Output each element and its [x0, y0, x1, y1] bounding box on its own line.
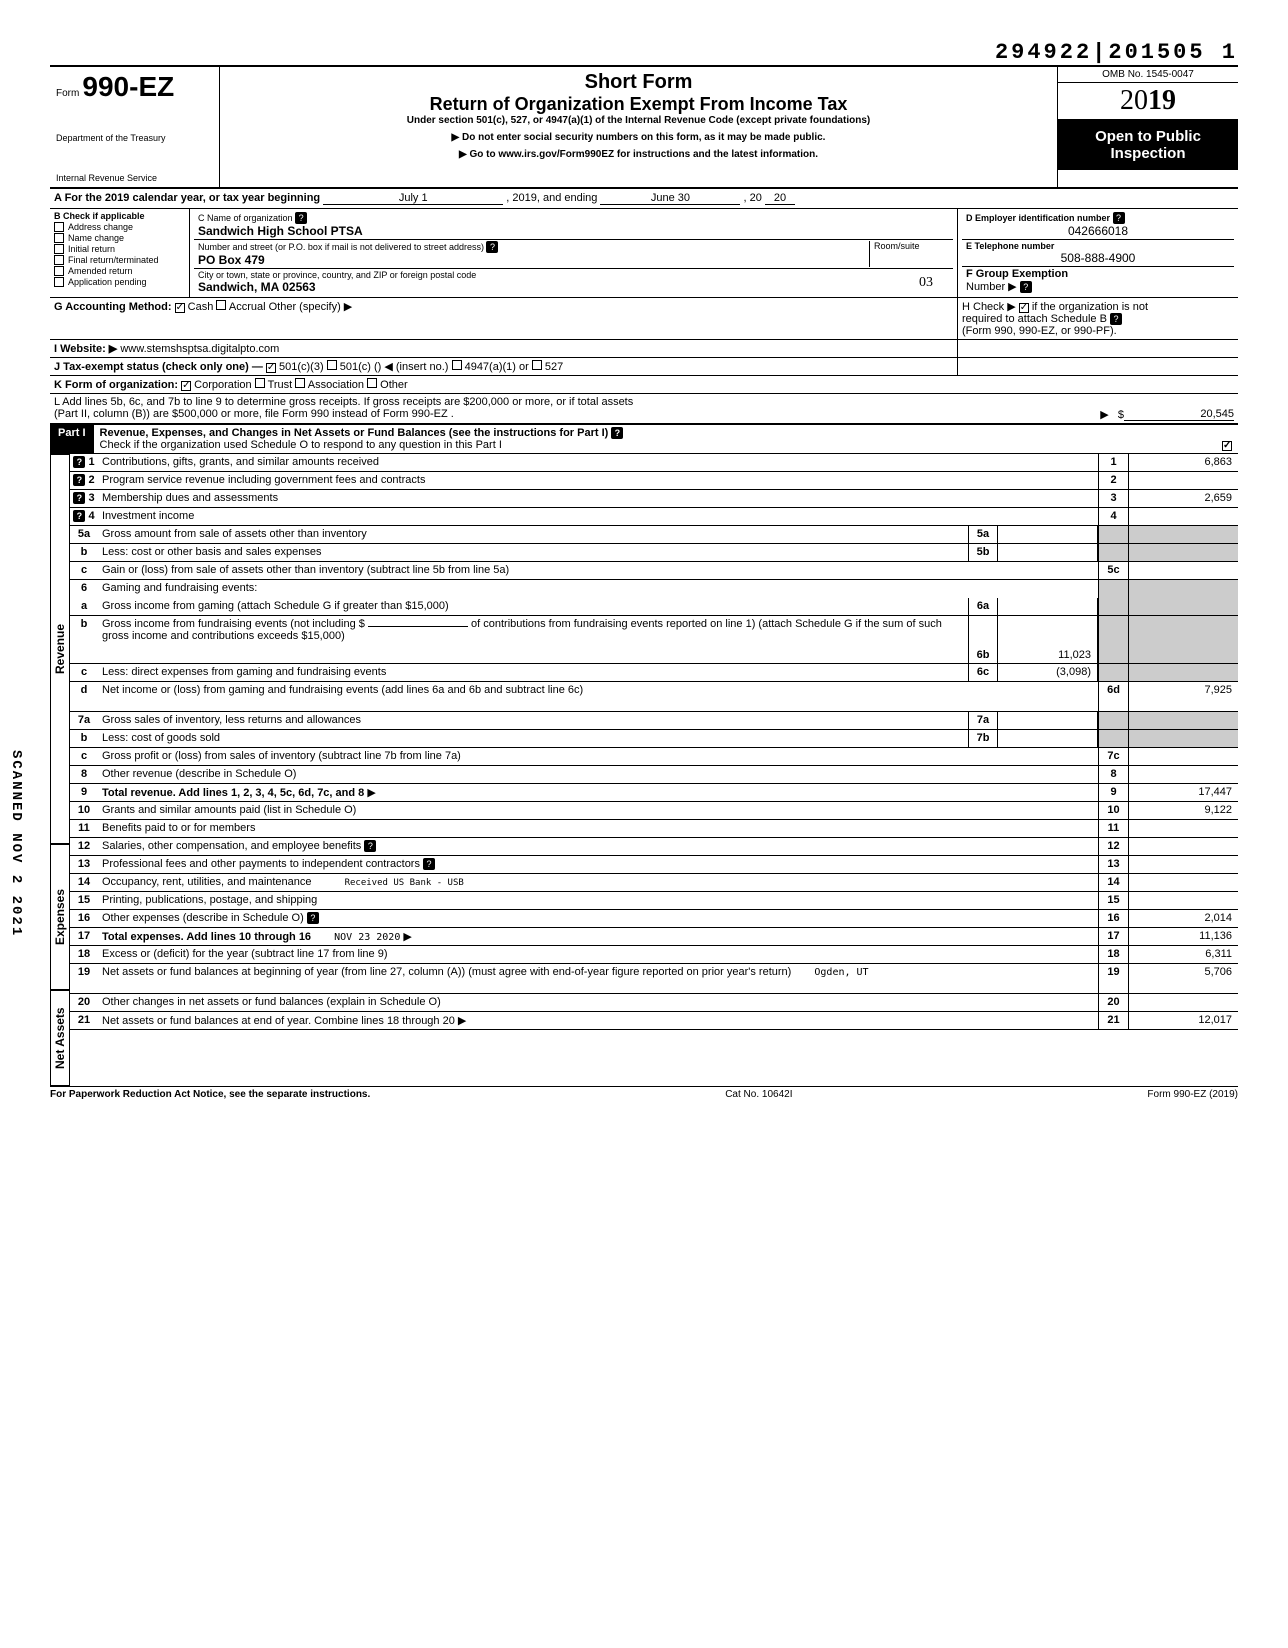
section-c: C Name of organization ? Sandwich High S… [190, 209, 958, 297]
check-final-return[interactable] [54, 255, 64, 265]
line-1-amt: 6,863 [1128, 454, 1238, 471]
tab-expenses: Expenses [50, 844, 70, 990]
line-16-amt: 2,014 [1128, 910, 1238, 927]
help-icon: ? [486, 241, 498, 253]
help-icon: ? [295, 212, 307, 224]
short-form-label: Short Form [228, 71, 1049, 94]
check-trust[interactable] [255, 378, 265, 388]
omb-number: OMB No. 1545-0047 [1058, 67, 1238, 83]
section-g: G Accounting Method: Cash Accrual Other … [50, 298, 958, 339]
line-21-amt: 12,017 [1128, 1012, 1238, 1029]
form-number: 990-EZ [82, 71, 174, 102]
page-footer: For Paperwork Reduction Act Notice, see … [50, 1086, 1238, 1100]
section-h: H Check ▶ if the organization is not req… [958, 298, 1238, 339]
line-9-amt: 17,447 [1128, 784, 1238, 801]
check-4947[interactable] [452, 360, 462, 370]
return-title: Return of Organization Exempt From Incom… [228, 94, 1049, 115]
inspection-badge: Open to Public Inspection [1058, 120, 1238, 170]
ein: 042666018 [966, 224, 1230, 238]
subtitle: Under section 501(c), 527, or 4947(a)(1)… [228, 115, 1049, 126]
tax-year-end-month: June 30 [600, 192, 740, 205]
line-6b-amt: 11,023 [998, 616, 1098, 663]
tax-year-end-yy: 20 [765, 192, 795, 205]
check-527[interactable] [532, 360, 542, 370]
help-icon: ? [1113, 212, 1125, 224]
tax-year-begin: July 1 [323, 192, 503, 205]
check-schedule-b[interactable] [1019, 303, 1029, 313]
line-6d-amt: 7,925 [1128, 682, 1238, 711]
date-stamp: NOV 23 2020 [334, 932, 400, 943]
part-1-header: Part I Revenue, Expenses, and Changes in… [50, 424, 1238, 454]
check-501c3[interactable] [266, 363, 276, 373]
check-assoc[interactable] [295, 378, 305, 388]
help-icon: ? [1020, 281, 1032, 293]
line-2-amt [1128, 472, 1238, 489]
dept-treasury: Department of the Treasury [56, 133, 213, 143]
tab-revenue: Revenue [50, 454, 70, 844]
form-prefix: Form [56, 88, 79, 99]
help-icon: ? [1110, 313, 1122, 325]
section-j: J Tax-exempt status (check only one) — 5… [50, 358, 958, 375]
phone: 508-888-4900 [966, 251, 1230, 265]
check-address-change[interactable] [54, 222, 64, 232]
goto-line: ▶ Go to www.irs.gov/Form990EZ for instru… [228, 149, 1049, 160]
line-5c-amt [1128, 562, 1238, 579]
tab-net-assets: Net Assets [50, 990, 70, 1086]
line-18-amt: 6,311 [1128, 946, 1238, 963]
scanned-stamp: SCANNED NOV 2 2021 [8, 750, 24, 937]
line-3-amt: 2,659 [1128, 490, 1238, 507]
org-city: Sandwich, MA 02563 [198, 280, 316, 294]
gross-receipts: 20,545 [1124, 408, 1234, 421]
handwritten-note: 03 [919, 275, 933, 291]
section-i: I Website: ▶ www.stemshsptsa.digitalpto.… [50, 340, 958, 357]
help-icon: ? [611, 427, 623, 439]
check-amended[interactable] [54, 266, 64, 276]
check-cash[interactable] [175, 303, 185, 313]
check-other-org[interactable] [367, 378, 377, 388]
check-schedule-o[interactable] [1222, 441, 1232, 451]
website: www.stemshsptsa.digitalpto.com [120, 343, 279, 355]
section-l: L Add lines 5b, 6c, and 7b to line 9 to … [50, 394, 1238, 424]
warning-line: ▶ Do not enter social security numbers o… [228, 132, 1049, 143]
section-def: D Employer identification number ? 04266… [958, 209, 1238, 297]
check-501c[interactable] [327, 360, 337, 370]
line-4-amt [1128, 508, 1238, 525]
room-suite: Room/suite [869, 241, 949, 267]
org-info-block: B Check if applicable Address change Nam… [50, 209, 1238, 298]
check-accrual[interactable] [216, 300, 226, 310]
form-header: Form 990-EZ Department of the Treasury I… [50, 65, 1238, 189]
section-k: K Form of organization: Corporation Trus… [50, 376, 1238, 394]
part-1-body: Revenue Expenses Net Assets ? 1Contribut… [50, 454, 1238, 1086]
check-corp[interactable] [181, 381, 191, 391]
org-name: Sandwich High School PTSA [198, 224, 363, 238]
check-pending[interactable] [54, 277, 64, 287]
section-b: B Check if applicable Address change Nam… [50, 209, 190, 297]
check-initial-return[interactable] [54, 244, 64, 254]
line-6c-amt: (3,098) [998, 664, 1098, 681]
dept-irs: Internal Revenue Service [56, 173, 213, 183]
check-name-change[interactable] [54, 233, 64, 243]
received-stamp: Received US Bank - USB [345, 878, 464, 888]
ogden-stamp: Ogden, UT [814, 967, 868, 978]
section-a: A For the 2019 calendar year, or tax yea… [50, 189, 1238, 209]
tax-year: 2019 [1058, 83, 1238, 120]
line-19-amt: 5,706 [1128, 964, 1238, 993]
document-code: 294922|201505 1 [50, 40, 1238, 65]
line-10-amt: 9,122 [1128, 802, 1238, 819]
org-address: PO Box 479 [198, 253, 265, 267]
line-17-amt: 11,136 [1128, 928, 1238, 945]
